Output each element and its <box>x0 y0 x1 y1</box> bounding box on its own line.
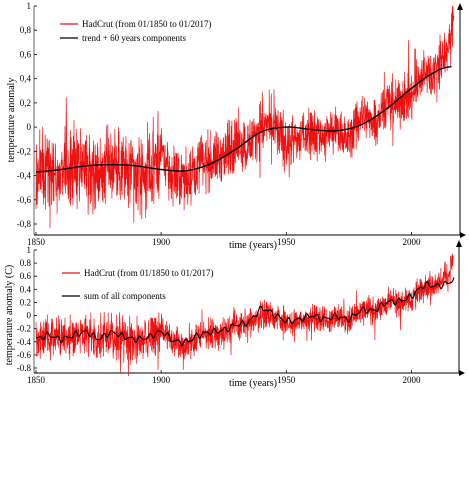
y-tick-label: 0.2 <box>20 297 31 307</box>
x-tick-label: 1900 <box>152 375 171 385</box>
x-tick-label: 1850 <box>27 375 46 385</box>
y-tick-label: 1 <box>27 1 32 11</box>
top-chart: 1850 1900 1950 2000 -0,8 -0,6 -0,4 -0,2 0 0,2 0,4 0… <box>6 1 466 251</box>
x-tick-label: 1850 <box>27 237 46 247</box>
x-tick-label: 2000 <box>402 237 421 247</box>
legend-label: HadCrut (from 01/1850 to 01/2017) <box>84 268 214 278</box>
y-tick-label: 0.4 <box>20 284 32 294</box>
legend-label: HadCrut (from 01/1850 to 01/2017) <box>82 19 212 29</box>
y-tick-label: 0,8 <box>20 25 32 35</box>
y-tick-label: 0 <box>27 122 32 132</box>
y-tick-label: 0,6 <box>20 49 32 59</box>
y-tick-label: 0,4 <box>20 74 32 84</box>
x-tick-label: 2000 <box>402 375 421 385</box>
y-tick-label: -0,6 <box>17 195 32 205</box>
x-tick-label: 1950 <box>277 237 296 247</box>
bottom-chart: 1850 1900 1950 2000 -0.8 -0.6 -0.4 -0.2 0 0.2 0.4 0… <box>4 240 465 389</box>
y-axis-label: temperature anomaly <box>6 78 17 163</box>
y-tick-label: -0.2 <box>17 324 31 334</box>
y-tick-label: -0,8 <box>17 219 32 229</box>
x-tick-label: 1950 <box>277 375 296 385</box>
series-line-hadcrut <box>35 253 455 377</box>
series-line-hadcrut <box>35 5 455 228</box>
y-tick-label: -0,4 <box>17 171 32 181</box>
legend-label: trend + 60 years components <box>82 33 187 43</box>
x-tick-label: 1900 <box>152 237 171 247</box>
legend-label: sum of all components <box>84 291 166 301</box>
x-axis-arrow <box>459 370 465 376</box>
x-axis-label: time (years) <box>229 378 277 389</box>
y-tick-label: 1 <box>27 245 32 255</box>
y-tick-label: -0,2 <box>17 146 31 156</box>
y-tick-label: 0,2 <box>20 98 31 108</box>
y-axis-arrow <box>457 3 463 10</box>
y-tick-label: 0.6 <box>20 271 32 281</box>
series-line-components <box>36 65 452 173</box>
y-tick-label: -0.8 <box>17 363 32 373</box>
y-axis-arrow <box>456 240 462 247</box>
y-axis-label: temperature anomaly (C) <box>4 265 15 366</box>
series-line-components <box>35 277 455 347</box>
y-tick-label: -0.6 <box>17 350 32 360</box>
y-tick-label: 0.8 <box>20 258 32 268</box>
x-axis-arrow <box>460 232 466 238</box>
y-tick-label: -0.4 <box>17 337 32 347</box>
x-axis-label: time (years) <box>229 240 277 251</box>
y-tick-label: 0 <box>27 311 32 321</box>
